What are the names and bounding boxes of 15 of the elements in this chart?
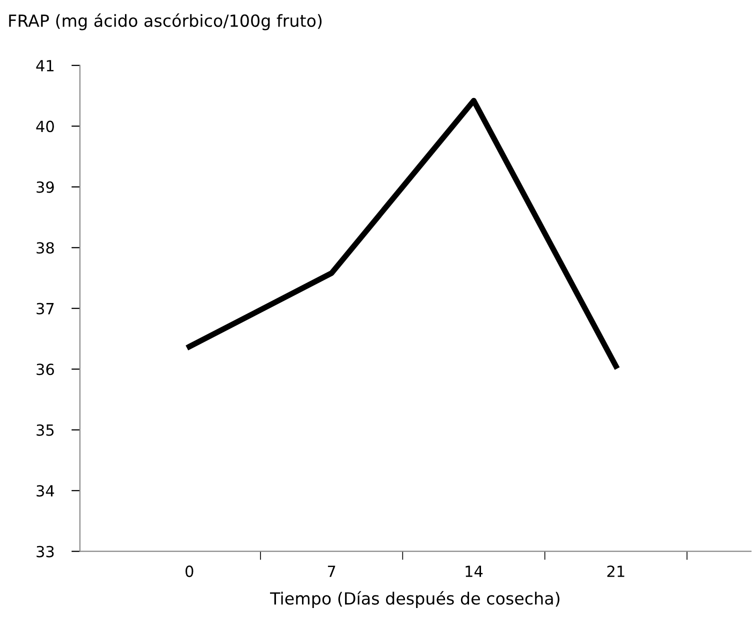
y-tick-label: 39 — [36, 181, 54, 193]
y-tick-label: 38 — [36, 242, 54, 254]
y-tick-label: 40 — [36, 120, 54, 132]
y-tick-label: 33 — [36, 546, 54, 558]
x-tick-label: 7 — [328, 566, 336, 577]
x-tick-label: 14 — [466, 566, 483, 577]
y-tick-label: 36 — [36, 364, 54, 376]
y-tick-label: 41 — [36, 60, 54, 72]
y-tick-label: 34 — [36, 485, 54, 497]
x-tick-label: 0 — [186, 566, 194, 578]
y-tick-label: 37 — [36, 302, 54, 314]
x-axis-title: Tiempo (Días después de cosecha) — [270, 591, 560, 608]
y-tick-label: 35 — [36, 424, 54, 436]
y-axis-title: FRAP (mg ácido ascórbico/100g fruto) — [9, 13, 322, 30]
x-tick-label: 21 — [607, 566, 624, 577]
